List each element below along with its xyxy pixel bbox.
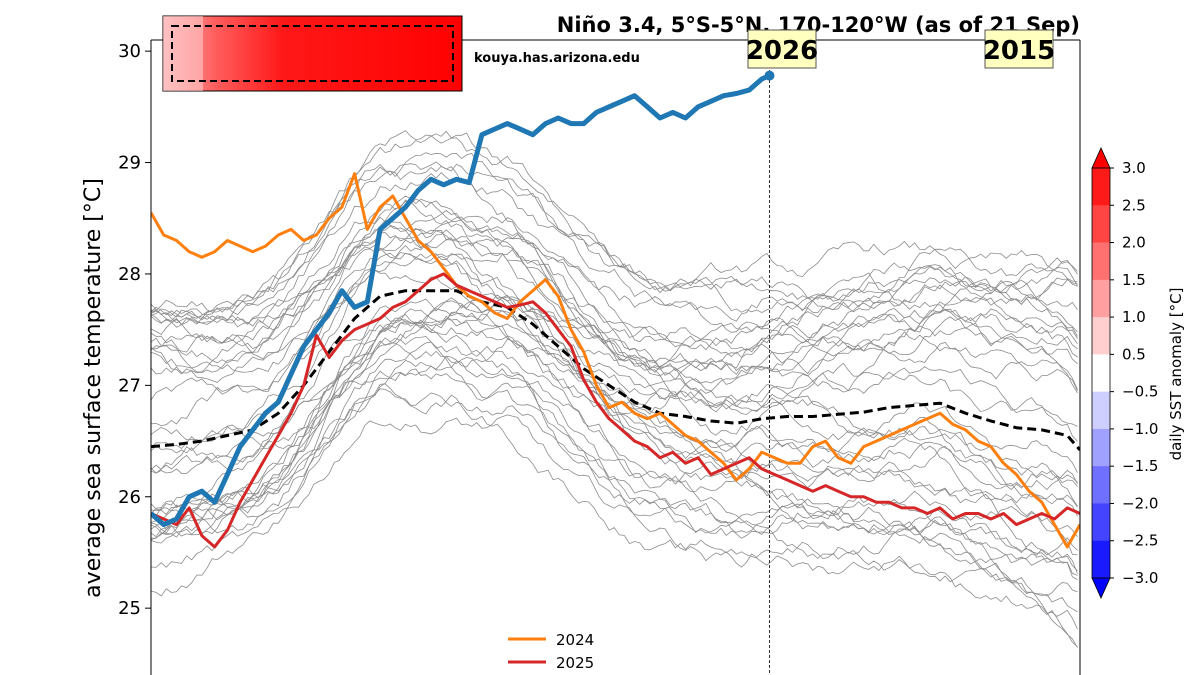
colorbar-label: daily SST anomaly [°C]: [1167, 288, 1185, 461]
series-layer: [151, 70, 1080, 549]
y-tick-label: 25: [118, 598, 141, 619]
series-line-2025: [151, 272, 1080, 549]
y-tick-label: 30: [118, 41, 141, 62]
series-endpoint-2026: [764, 70, 775, 81]
y-axis-label: average sea surface temperature [°C]: [81, 178, 106, 598]
anomaly-colorbar: 3.0 2.5 2.0 1.5 1.0 0.5 −0.5 −1.0 −1.5 −2.0 −2.5 −3…: [1091, 147, 1158, 599]
colorbar-tick-label: 1.5: [1122, 271, 1146, 289]
legend-label-2025: 2025: [556, 654, 594, 672]
colorbar-tick-label: 2.0: [1122, 234, 1146, 252]
y-tick-label: 27: [118, 375, 141, 396]
historical-year-line: [151, 257, 1078, 539]
series-line-2026: [151, 73, 771, 528]
colorbar-tick-label: 1.0: [1122, 308, 1146, 326]
nino34-region-map: [162, 15, 463, 92]
historical-year-line: [151, 311, 1078, 517]
nino34-box: [171, 25, 454, 82]
colorbar-tick-label: −2.5: [1122, 532, 1158, 550]
colorbar-bottom-arrow: [1091, 577, 1111, 599]
historical-year-line: [151, 383, 1078, 630]
colorbar-tick-label: −2.0: [1122, 494, 1158, 512]
historical-year-line: [151, 269, 1078, 517]
historical-year-line: [151, 152, 1078, 344]
y-tick-label: 28: [118, 264, 141, 285]
historical-years-group: [151, 130, 1078, 648]
colorbar-tick-label: 3.0: [1122, 159, 1146, 177]
legend-label-2024: 2024: [556, 631, 594, 649]
colorbar-tick-label: −1.5: [1122, 457, 1158, 475]
colorbar-segment: [1092, 540, 1110, 579]
colorbar-segment: [1092, 168, 1110, 206]
historical-year-line: [151, 279, 1078, 538]
colorbar-tick-label: −1.0: [1122, 420, 1158, 438]
colorbar-tick-label: −0.5: [1122, 383, 1158, 401]
colorbar-tick-label: −3.0: [1122, 569, 1158, 587]
y-tick-label: 29: [118, 153, 141, 174]
colorbar-frame: [1091, 167, 1111, 579]
y-ticks: 25 26 27 28 29 30: [118, 41, 151, 619]
historical-year-line: [151, 277, 1078, 597]
historical-year-line: [151, 229, 1078, 648]
historical-year-line: [151, 198, 1078, 375]
historical-year-line: [151, 239, 1078, 576]
historical-year-line: [151, 360, 1078, 574]
colorbar-segment: [1092, 391, 1110, 430]
historical-year-line: [151, 294, 1078, 514]
historical-year-line: [151, 340, 1078, 597]
year-label-2015: 2015: [983, 29, 1055, 69]
historical-year-line: [151, 209, 1078, 508]
historical-year-line: [151, 172, 1078, 336]
year-label-2015-text: 2015: [983, 36, 1055, 66]
year-label-2026-text: 2026: [746, 36, 818, 66]
colorbar-segment: [1092, 354, 1110, 392]
colorbar-segment: [1092, 466, 1110, 504]
historical-year-line: [151, 318, 1078, 521]
source-credit: kouya.has.arizona.edu: [474, 51, 640, 66]
colorbar-segment: [1092, 242, 1110, 281]
colorbar-segment: [1092, 503, 1110, 542]
historical-year-line: [151, 308, 1078, 491]
historical-year-line: [151, 225, 1078, 507]
series-line-2024: [151, 172, 1080, 549]
historical-year-line: [151, 335, 1078, 534]
colorbar-top-arrow: [1091, 147, 1111, 169]
historical-year-line: [151, 266, 1078, 541]
series-line-climatology: [151, 289, 1080, 451]
historical-year-line: [151, 161, 1078, 352]
colorbar-segment: [1092, 205, 1110, 243]
colorbar-segment: [1092, 317, 1110, 355]
historical-year-line: [151, 414, 1078, 571]
historical-year-line: [151, 215, 1078, 427]
colorbar-segment: [1092, 279, 1110, 318]
colorbar-tick-label: 2.5: [1122, 196, 1146, 214]
historical-year-line: [151, 229, 1078, 442]
colorbar-tick-label: 0.5: [1122, 345, 1146, 363]
historical-year-line: [151, 388, 1078, 556]
legend: 2024 2025: [508, 631, 594, 672]
colorbar-segment: [1092, 428, 1110, 467]
historical-year-line: [151, 195, 1078, 391]
historical-year-line: [151, 165, 1078, 442]
y-tick-label: 26: [118, 487, 141, 508]
historical-year-line: [151, 368, 1078, 538]
historical-year-line: [151, 341, 1078, 613]
year-label-2026: 2026: [746, 29, 818, 69]
